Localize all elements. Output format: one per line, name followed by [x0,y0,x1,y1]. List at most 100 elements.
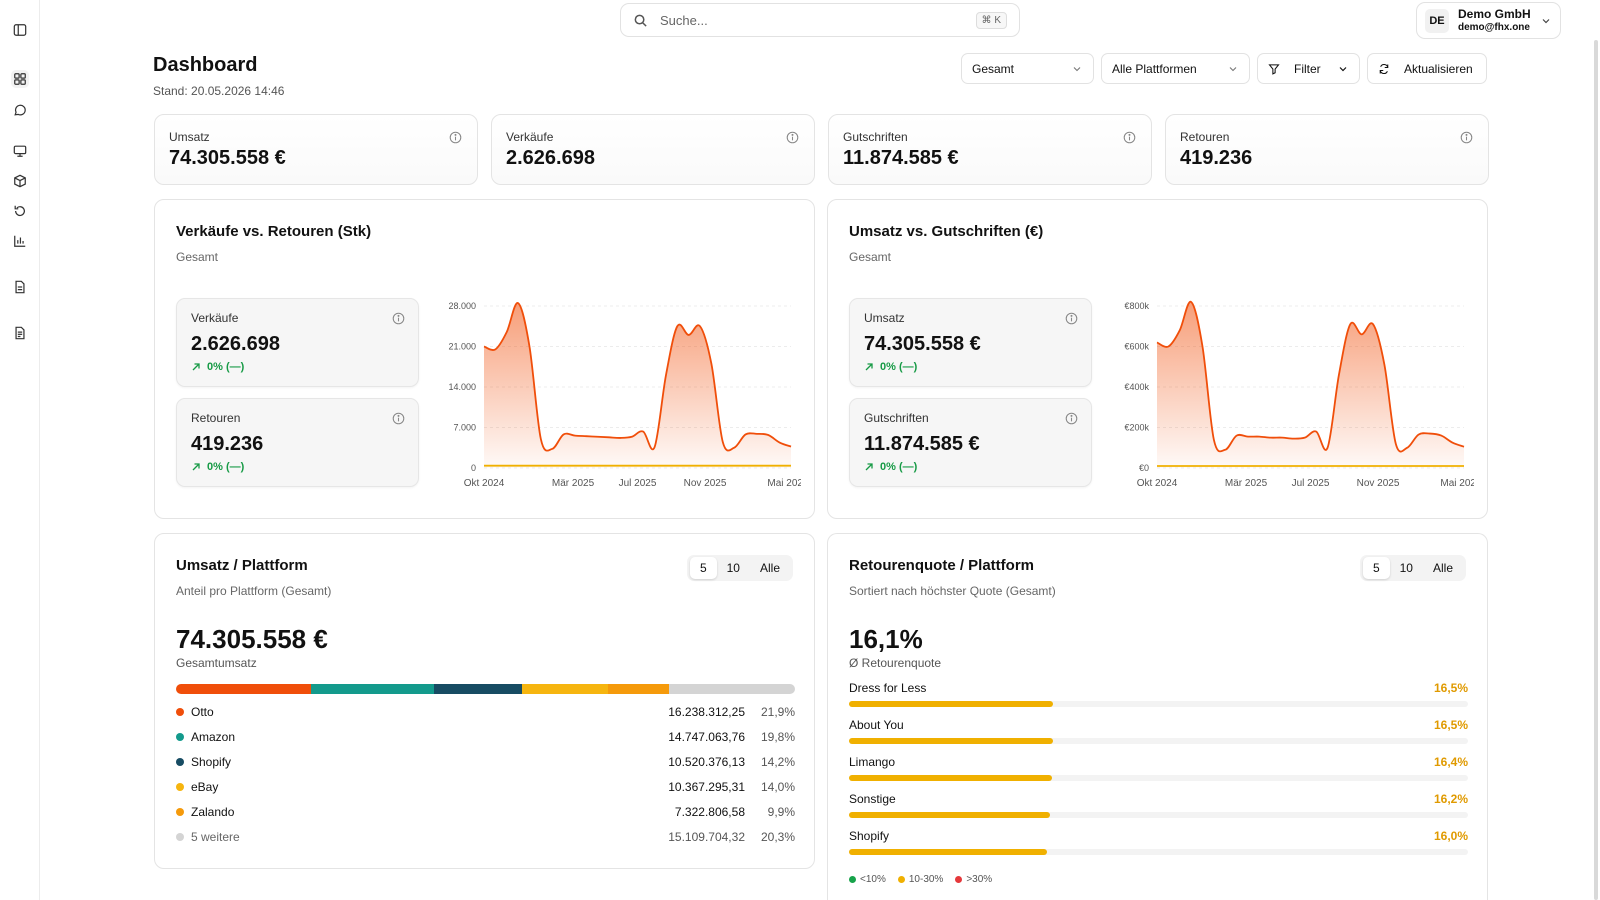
avatar: DE [1425,8,1449,33]
mini-kpi-label: Verkäufe [191,311,239,325]
segment-5[interactable]: 5 [689,557,717,579]
y-tick-label: €800k [1124,301,1149,311]
stack-segment [433,684,522,694]
platform-select[interactable]: Alle Plattformen [1101,53,1250,84]
arrow-up-right-icon [865,463,873,471]
kpi-label: Verkäufe [506,130,554,144]
return-rate-row: Dress for Less 16,5% [849,681,1468,707]
package-icon[interactable] [11,172,29,190]
platform-row: eBay 10.367.295,31 14,0% [176,778,795,796]
mini-kpi-change-text: 0% (—) [207,461,245,473]
document-icon[interactable] [11,278,29,296]
kpi-card-verkaeufe: Verkäufe 2.626.698 [491,114,815,185]
kpi-value: 419.236 [1180,147,1253,169]
x-tick-label: Jul 2025 [619,478,657,489]
dashboard-grid-icon[interactable] [11,70,29,88]
x-tick-label: Mär 2025 [1225,478,1268,489]
return-rate-fill [849,701,1054,707]
platform-name: 5 weitere [191,830,240,844]
legend-dot [897,876,905,883]
mini-kpi-change: 0% (—) [191,361,244,373]
platform-name: Shopify [191,755,232,769]
platform-value: 16.238.312,25 [668,705,745,719]
segment-10[interactable]: 10 [1399,561,1413,575]
stack-segment [521,684,609,694]
search-icon [634,14,647,27]
kpi-card-retouren: Retouren 419.236 [1165,114,1489,185]
segment-10[interactable]: 10 [726,561,740,575]
return-rate-row: Limango 16,4% [849,755,1468,781]
chevron-down-icon [1339,66,1347,71]
report-icon[interactable] [11,324,29,342]
series-area [1157,301,1464,468]
filter-button[interactable]: Filter [1257,53,1360,84]
period-select[interactable]: Gesamt [961,53,1094,84]
legend-item: >30% [955,874,992,885]
mini-kpi-label: Retouren [191,411,241,425]
legend-dot [955,876,963,883]
total-revenue-label: Gesamtumsatz [176,656,257,670]
return-rate-track [849,701,1468,707]
card-subtitle: Gesamt [176,250,219,264]
bar-chart-icon[interactable] [11,232,29,250]
x-tick-label: Mai 2026 [767,478,801,489]
arrow-up-right-icon [192,463,200,471]
chevron-down-icon [1229,66,1237,71]
avg-return-rate-label: Ø Retourenquote [849,656,942,670]
platform-select-value: Alle Plattformen [1112,61,1197,76]
x-tick-label: Jul 2025 [1292,478,1330,489]
mini-kpi-change: 0% (—) [191,461,244,473]
segment-alle[interactable]: Alle [759,561,780,575]
user-menu[interactable]: DE Demo GmbH demo@fhx.one [1416,2,1561,39]
search-shortcut-badge: ⌘ K [975,11,1007,29]
platform-name: eBay [191,780,219,794]
refresh-button[interactable]: Aktualisieren [1367,53,1487,84]
period-select-value: Gesamt [972,61,1015,76]
platform-value: 15.109.704,32 [668,830,745,844]
y-tick-label: 0 [471,463,476,473]
card-subtitle: Anteil pro Plattform (Gesamt) [176,584,332,598]
y-tick-label: 7.000 [453,423,476,433]
segment-5[interactable]: 5 [1362,557,1390,579]
info-icon[interactable] [1065,412,1078,425]
mini-kpi-verkaeufe: Verkäufe 2.626.698 0% (—) [176,298,419,387]
info-icon[interactable] [449,131,462,144]
info-icon[interactable] [786,131,799,144]
return-rate-legend: <10% 10-30% >30% [849,874,1004,885]
info-icon[interactable] [392,312,405,325]
scrollbar[interactable] [1594,40,1598,900]
segment-alle[interactable]: Alle [1432,561,1453,575]
info-icon[interactable] [1460,131,1473,144]
chat-icon[interactable] [11,101,29,119]
return-rate-fill [849,775,1053,781]
y-tick-label: 28.000 [448,301,476,311]
info-icon[interactable] [1123,131,1136,144]
returns-icon[interactable] [11,202,29,220]
series-line-primary [1156,301,1465,453]
x-tick-label: Nov 2025 [1357,478,1400,489]
y-tick-label: €0 [1139,463,1149,473]
sidebar [0,0,40,900]
panel-toggle-icon[interactable] [11,21,29,39]
platform-name: Shopify [849,829,890,843]
search-input[interactable] [660,12,976,28]
platform-name: About You [849,718,904,732]
mini-kpi-change-text: 0% (—) [207,361,245,373]
user-email: demo@fhx.one [1458,21,1530,33]
card-title: Umsatz / Plattform [176,557,308,574]
search-bar[interactable]: ⌘ K [620,3,1020,37]
x-tick-label: Nov 2025 [684,478,727,489]
chevron-down-icon [1542,18,1550,23]
info-icon[interactable] [1065,312,1078,325]
stack-segment [311,684,434,694]
kpi-label: Retouren [1180,130,1230,144]
legend-dot [176,808,184,816]
info-icon[interactable] [392,412,405,425]
platform-value: 10.367.295,31 [668,780,745,794]
mini-kpi-value: 419.236 [191,433,264,455]
kpi-value: 74.305.558 € [169,147,286,169]
kpi-label: Umsatz [169,130,210,144]
legend-label: >30% [966,874,993,885]
kpi-card-umsatz: Umsatz 74.305.558 € [154,114,478,185]
monitor-icon[interactable] [11,142,29,160]
